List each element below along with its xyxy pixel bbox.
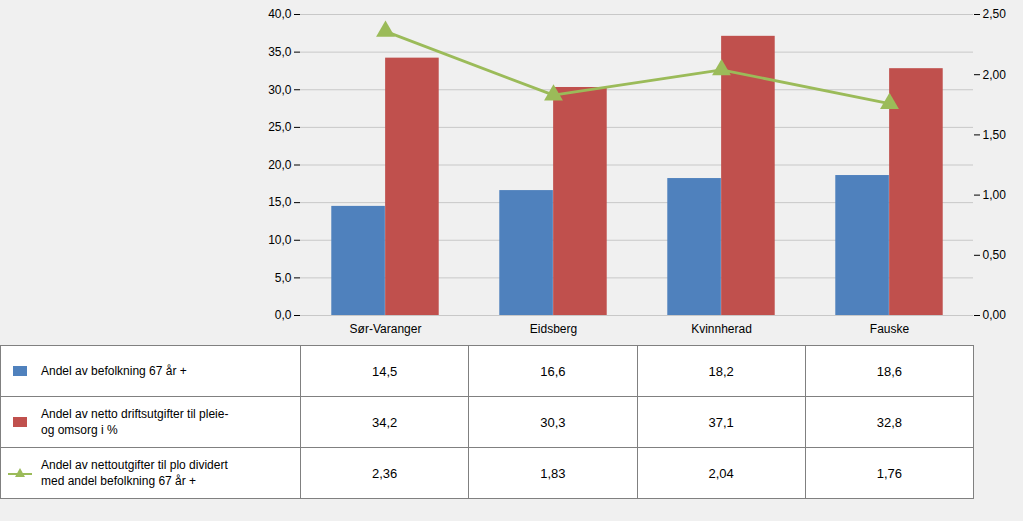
html-text:1,83: 1,83 — [540, 465, 566, 481]
svg-text:0,50: 0,50 — [983, 248, 1007, 262]
svg-text:0,00: 0,00 — [983, 308, 1007, 322]
svg-text:40,0: 40,0 — [268, 7, 292, 21]
svg-text:20,0: 20,0 — [268, 158, 292, 172]
svg-text:Kvinnherad: Kvinnherad — [691, 322, 752, 336]
svg-text:1,50: 1,50 — [983, 128, 1007, 142]
html-text:32,8: 32,8 — [876, 414, 902, 430]
html-text:37,1: 37,1 — [708, 414, 734, 430]
html-text:Andel av nettoutgifter til plo: Andel av nettoutgifter til plo dividert — [41, 457, 228, 472]
svg-text:0,0: 0,0 — [275, 308, 292, 322]
html-text:14,5: 14,5 — [372, 363, 398, 379]
svg-text:15,0: 15,0 — [268, 195, 292, 209]
svg-text:10,0: 10,0 — [268, 233, 292, 247]
html-text:18,6: 18,6 — [876, 363, 902, 379]
html-text:og omsorg i %: og omsorg i % — [41, 423, 118, 437]
html-text:Andel av befolkning 67 år +: Andel av befolkning 67 år + — [41, 363, 187, 378]
html-text:34,2: 34,2 — [372, 414, 398, 430]
svg-text:Sør-Varanger: Sør-Varanger — [350, 322, 422, 336]
svg-text:1,00: 1,00 — [983, 188, 1007, 202]
svg-text:25,0: 25,0 — [268, 120, 292, 134]
svg-text:35,0: 35,0 — [268, 45, 292, 59]
html-text:2,36: 2,36 — [372, 465, 398, 481]
svg-text:2,50: 2,50 — [983, 7, 1007, 21]
html-text:med andel befolkning 67 år +: med andel befolkning 67 år + — [41, 474, 197, 488]
html-text:2,04: 2,04 — [708, 465, 734, 481]
svg-text:30,0: 30,0 — [268, 83, 292, 97]
svg-text:5,0: 5,0 — [275, 271, 292, 285]
html-text:16,6: 16,6 — [540, 363, 566, 379]
html-text:30,3: 30,3 — [540, 414, 566, 430]
svg-text:Fauske: Fauske — [870, 322, 910, 336]
html-text:18,2: 18,2 — [708, 363, 734, 379]
svg-text:2,00: 2,00 — [983, 68, 1007, 82]
svg-text:Eidsberg: Eidsberg — [530, 322, 577, 336]
html-text:Andel av netto driftsutgifter: Andel av netto driftsutgifter til pleie- — [41, 406, 229, 421]
html-text:1,76: 1,76 — [876, 465, 902, 481]
